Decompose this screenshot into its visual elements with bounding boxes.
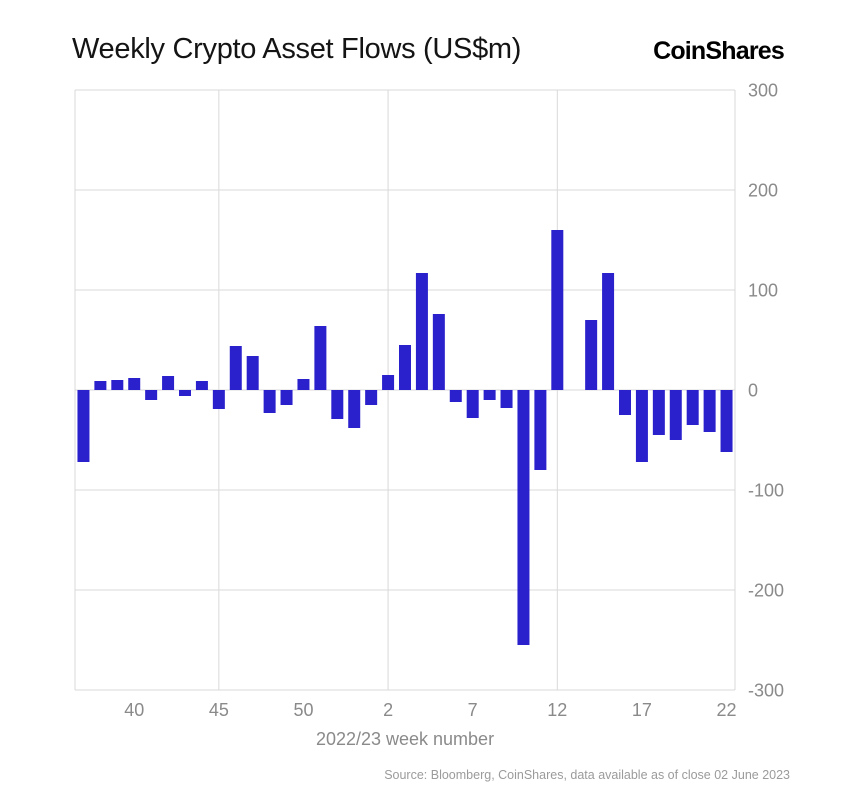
bar-week-11 [534,390,547,470]
bar-week-44 [195,381,208,390]
bar-week-5 [432,314,445,390]
bar-week-3 [399,345,411,390]
y-tick-label: -300 [748,681,784,701]
chart-title: Weekly Crypto Asset Flows (US$m) [72,33,522,65]
x-tick-label: 45 [209,700,229,720]
bar-week-39 [111,380,124,390]
bar-week-50 [297,379,310,390]
bar-week-45 [212,390,225,409]
x-axis-title: 2022/23 week number [315,729,495,749]
x-tick-label: 7 [468,700,478,720]
bar-week-17 [635,390,648,462]
bar-week-10 [517,390,530,645]
bar-week-6 [449,390,462,402]
bar-week-43 [179,390,191,396]
y-tick-label: 100 [748,281,778,301]
bar-week-41 [145,390,158,400]
bar-week-37 [77,390,90,462]
x-tick-label: 2 [383,700,393,720]
x-tick-label: 22 [717,700,737,720]
bar-week-53 [348,390,361,428]
y-tick-label: -100 [748,481,784,501]
y-tick-label: -200 [748,581,784,601]
bar-week-42 [162,376,175,390]
bar-week-7 [466,390,479,418]
y-tick-label: 300 [748,81,778,101]
bar-week-19 [669,390,682,440]
bar-week-8 [483,390,496,400]
bar-week-22 [720,390,733,452]
bar-week-49 [280,390,293,405]
x-tick-label: 40 [124,700,144,720]
x-tick-label: 17 [632,700,652,720]
y-tick-label: 0 [748,381,758,401]
bar-week-21 [703,390,716,432]
bar-week-20 [686,390,699,425]
bar-week-9 [500,390,513,408]
y-tick-label: 200 [748,181,778,201]
bar-week-2 [382,375,395,390]
bar-week-4 [415,273,428,390]
bar-week-15 [602,273,615,390]
coinshares-logo: CoinShares [653,37,785,65]
bar-week-52 [331,390,344,419]
bar-week-1 [365,390,378,405]
bar-week-14 [585,320,598,390]
bar-week-40 [128,378,141,390]
bar-week-51 [314,326,327,390]
bar-week-18 [652,390,665,435]
bar-week-16 [619,390,631,415]
bar-week-48 [263,390,276,413]
bar-week-47 [246,356,259,390]
source-note: Source: Bloomberg, CoinShares, data avai… [384,768,790,782]
bar-week-12 [551,230,564,390]
bar-chart: 300 200 100 0 -100 -200 -300 40 45 50 2 7 12 17 22 [74,81,784,720]
x-tick-label: 12 [547,700,567,720]
bar-week-38 [94,381,107,390]
x-tick-label: 50 [293,700,313,720]
bar-week-46 [229,346,242,390]
